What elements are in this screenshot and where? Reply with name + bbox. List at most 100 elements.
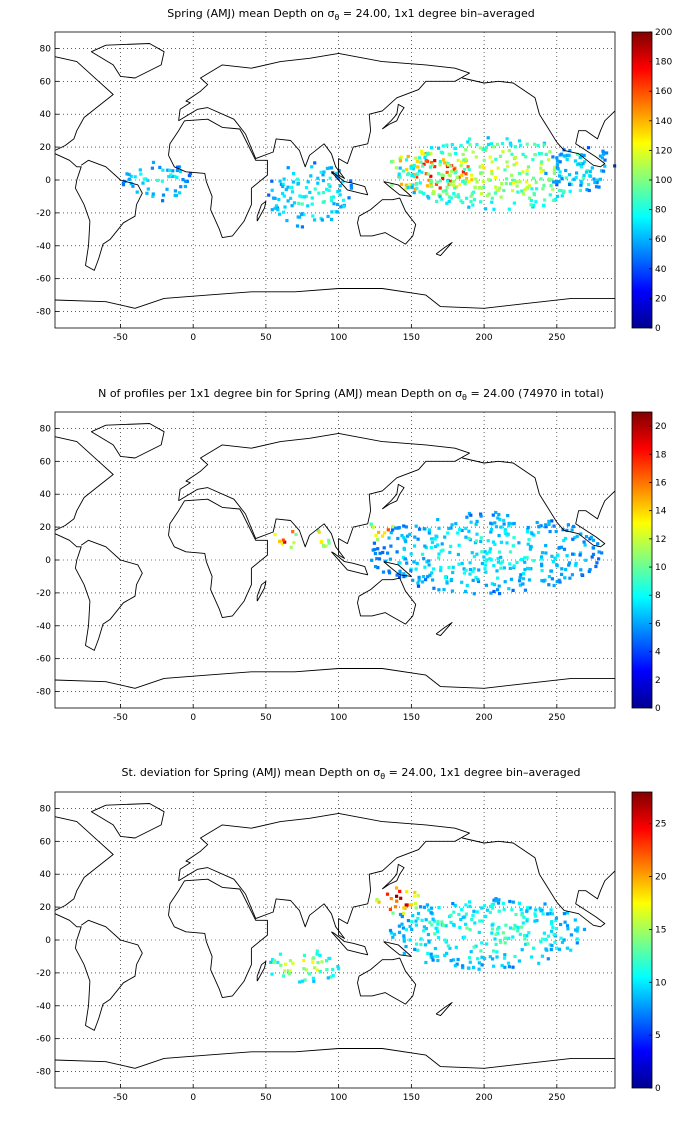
bin-cell <box>306 180 310 184</box>
bin-cell <box>489 530 493 534</box>
bin-cell <box>409 166 413 170</box>
bin-cell <box>349 184 353 188</box>
bin-cell <box>506 961 511 965</box>
bin-cell <box>549 183 553 188</box>
bin-cell <box>467 529 471 533</box>
coastline <box>381 863 405 890</box>
bin-cell <box>530 532 534 536</box>
bin-cell <box>397 930 402 934</box>
bin-cell <box>512 927 516 931</box>
bin-cell <box>422 162 426 166</box>
bin-cell <box>520 189 524 193</box>
bin-cell <box>434 182 439 186</box>
bin-cell <box>510 152 514 156</box>
bin-cell <box>423 155 427 160</box>
bin-cell <box>411 167 415 171</box>
bin-cell <box>433 932 437 936</box>
bin-cell <box>337 169 341 173</box>
bin-cell <box>285 219 289 223</box>
bin-cell <box>552 171 556 175</box>
bin-cell <box>587 183 591 187</box>
bin-cell <box>457 543 461 547</box>
bin-cell <box>337 967 341 971</box>
bin-cell <box>521 192 525 196</box>
bin-cell <box>472 567 476 571</box>
coastline <box>383 941 412 957</box>
bin-cell <box>377 557 382 561</box>
bin-cell <box>496 166 500 170</box>
bin-cell <box>499 540 503 544</box>
bin-cell <box>388 557 392 561</box>
bin-cell <box>461 170 465 174</box>
bin-cell <box>567 561 572 565</box>
coastline <box>462 457 616 548</box>
bin-cell <box>544 523 548 527</box>
bin-cell <box>440 920 444 924</box>
bin-cell <box>422 925 426 929</box>
bin-cell <box>389 897 393 901</box>
bin-cell <box>507 524 511 528</box>
bin-cell <box>523 937 527 941</box>
bin-cell <box>275 206 280 210</box>
bin-cell <box>420 190 424 194</box>
bin-cell <box>513 923 517 927</box>
bin-cell <box>139 172 143 176</box>
bin-cell <box>555 946 559 950</box>
bin-cell <box>388 907 392 911</box>
bin-cell <box>435 929 439 933</box>
bin-cell <box>311 976 315 980</box>
bin-cell <box>518 579 522 583</box>
bin-cell <box>521 170 525 174</box>
bin-cell <box>507 521 511 525</box>
bin-cell <box>480 963 484 967</box>
y-tick-label: 0 <box>45 556 51 566</box>
y-tick-label: 20 <box>40 523 52 533</box>
bin-cell <box>127 177 131 181</box>
bin-cell <box>475 143 479 147</box>
bin-cell <box>389 531 393 535</box>
bin-cell <box>490 200 494 204</box>
panel-profile-count-colorbar-ticks: 0 2 4 6 8 10 12 14 16 18 20 <box>649 422 667 714</box>
bin-cell <box>508 550 513 554</box>
bin-cell <box>603 164 607 168</box>
bin-cell <box>413 894 417 898</box>
bin-cell <box>523 934 527 938</box>
bin-cell <box>405 890 409 894</box>
x-tick-label: 250 <box>548 1093 565 1103</box>
bin-cell <box>416 894 420 898</box>
bin-cell <box>421 552 425 556</box>
bin-cell <box>457 175 461 179</box>
bin-cell <box>587 569 591 573</box>
bin-cell <box>517 959 521 963</box>
bin-cell <box>380 534 385 538</box>
x-tick-label: -50 <box>113 333 128 343</box>
bin-cell <box>398 889 402 893</box>
bin-cell <box>456 158 460 162</box>
bin-cell <box>512 522 516 526</box>
bin-cell <box>468 137 472 141</box>
bin-cell <box>506 164 510 168</box>
bin-cell <box>469 194 473 198</box>
bin-cell <box>313 187 317 191</box>
bin-cell <box>555 183 559 187</box>
bin-cell <box>547 522 551 526</box>
bin-cell <box>302 195 307 199</box>
bin-cell <box>425 560 429 564</box>
y-tick-label: -20 <box>36 969 51 979</box>
bin-cell <box>550 178 554 182</box>
bin-cell <box>385 892 390 896</box>
bin-cell <box>401 169 405 173</box>
bin-cell <box>544 544 548 548</box>
bin-cell <box>429 546 433 550</box>
bin-cell <box>464 172 468 176</box>
bin-cell <box>544 171 548 175</box>
bin-cell <box>339 205 343 209</box>
colorbar-tick-label: 8 <box>655 591 661 601</box>
bin-cell <box>402 934 406 938</box>
bin-cell <box>434 544 438 549</box>
bin-cell <box>565 946 569 950</box>
panel-profile-count-colorbar <box>631 411 653 709</box>
bin-cell <box>435 199 439 203</box>
bin-cell <box>400 534 404 538</box>
bin-cell <box>389 931 393 935</box>
